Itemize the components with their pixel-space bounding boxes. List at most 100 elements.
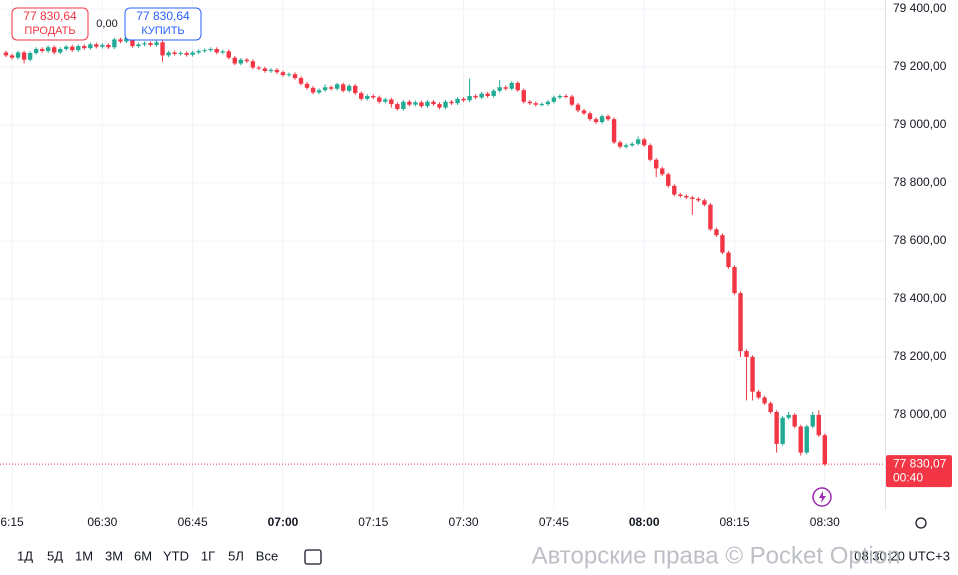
candle-body: [660, 168, 665, 175]
candle-body: [443, 101, 448, 108]
candle-body: [611, 119, 617, 143]
candle-body: [298, 77, 304, 84]
range-button[interactable]: 3М: [105, 548, 123, 563]
candle-body: [437, 104, 442, 108]
candle-body: [449, 101, 454, 104]
candle-body: [130, 37, 135, 47]
candle-body: [3, 52, 9, 56]
candle-body: [605, 116, 611, 120]
candle-body: [816, 414, 821, 436]
candle-body: [581, 110, 587, 114]
spread: 0,00: [96, 18, 117, 30]
candle-body: [88, 44, 93, 49]
candle-body: [431, 101, 436, 105]
candle-body: [27, 53, 33, 60]
x-tick-label: 6:15: [0, 515, 24, 529]
range-button[interactable]: 5Л: [228, 548, 244, 563]
candle-body: [280, 72, 286, 76]
candle-body: [473, 95, 478, 98]
candle-body: [70, 46, 75, 51]
candle-body: [39, 48, 45, 52]
candle-body: [359, 93, 364, 99]
range-button[interactable]: Все: [256, 548, 278, 563]
lightning-icon[interactable]: [812, 487, 832, 507]
y-tick-label: 78 600,00: [893, 233, 947, 247]
candle-body: [51, 47, 57, 53]
candle-body: [654, 159, 659, 169]
candle-body: [684, 195, 689, 198]
range-button[interactable]: 1Г: [201, 548, 215, 563]
candle-body: [467, 95, 472, 101]
x-tick-label: 07:45: [539, 515, 569, 529]
candle-body: [190, 52, 195, 55]
grid: [0, 0, 885, 510]
x-tick-label: 07:00: [268, 515, 299, 529]
candle-body: [100, 44, 105, 47]
candle-body: [768, 403, 773, 413]
candle-body: [672, 185, 677, 195]
buy-button[interactable]: [124, 7, 202, 41]
candle-body: [76, 46, 81, 51]
candle-body: [413, 102, 418, 105]
candle-body: [268, 69, 274, 72]
candle-body: [172, 52, 177, 54]
x-tick-label: 06:45: [178, 515, 208, 529]
candle-body: [666, 174, 671, 186]
candle-body: [810, 414, 815, 427]
candle-body: [702, 200, 707, 205]
candle-body: [226, 51, 231, 58]
range-button[interactable]: 1М: [75, 548, 93, 563]
sell-button[interactable]: [11, 7, 89, 41]
candle-body: [214, 48, 219, 53]
candle-body: [142, 43, 147, 45]
candle-body: [762, 397, 767, 404]
range-button[interactable]: 1Д: [17, 548, 33, 563]
candle-body: [509, 82, 514, 89]
range-button[interactable]: 6М: [134, 548, 152, 563]
candle-body: [521, 90, 526, 102]
candle-body: [244, 59, 250, 62]
calendar-icon[interactable]: [304, 549, 322, 565]
x-tick-label: 07:15: [358, 515, 388, 529]
candle-body: [118, 39, 123, 42]
candle-body: [82, 46, 87, 49]
range-button[interactable]: YTD: [163, 548, 189, 563]
candle-body: [58, 48, 63, 53]
range-button[interactable]: 5Д: [47, 548, 63, 563]
candle-body: [154, 42, 159, 45]
candle-body: [750, 356, 755, 392]
watermark: Авторские права © Pocket Option: [532, 542, 901, 569]
candle-body: [527, 101, 532, 104]
candle-body: [587, 113, 593, 120]
candle-body: [792, 414, 797, 427]
candle-body: [160, 42, 165, 56]
x-tick-label: 08:15: [719, 515, 749, 529]
buy-price: 77 830,64: [136, 9, 190, 23]
sell-label: ПРОДАТЬ: [24, 25, 75, 37]
candle-body: [45, 47, 51, 52]
candle-body: [232, 57, 237, 64]
y-tick-label: 78 400,00: [893, 291, 947, 305]
candle-body: [256, 67, 262, 69]
candle-body: [461, 98, 466, 101]
x-tick-label: 07:30: [449, 515, 479, 529]
sell-price: 77 830,64: [23, 9, 77, 23]
candle-body: [786, 414, 791, 418]
candle-body: [629, 143, 635, 146]
candle-body: [557, 95, 563, 98]
candle-body: [708, 204, 713, 230]
candle-body: [9, 55, 15, 58]
candle-body: [485, 93, 490, 96]
countdown: 00:40: [893, 470, 923, 484]
x-tick-label: 08:00: [629, 515, 660, 529]
candle-body: [696, 198, 701, 201]
candle-body: [533, 103, 539, 105]
y-tick-label: 79 000,00: [893, 117, 947, 131]
y-tick-label: 79 200,00: [893, 59, 947, 73]
clock: 08:30:20 UTC+3: [854, 548, 950, 563]
settings-icon[interactable]: [915, 517, 927, 529]
candle-body: [15, 52, 21, 58]
candle-body: [274, 69, 280, 73]
candle-body: [744, 351, 749, 357]
